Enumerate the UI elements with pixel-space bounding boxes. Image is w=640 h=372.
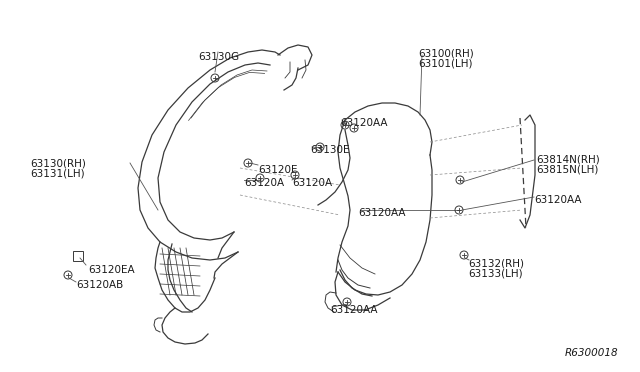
Text: 63130(RH): 63130(RH) <box>30 158 86 168</box>
Text: R6300018: R6300018 <box>565 348 619 358</box>
Bar <box>73 251 83 261</box>
Text: 63120E: 63120E <box>258 165 298 175</box>
Text: 63120EA: 63120EA <box>88 265 134 275</box>
Text: 63120AA: 63120AA <box>340 118 387 128</box>
Text: 63100(RH): 63100(RH) <box>418 48 474 58</box>
Text: 63132(RH): 63132(RH) <box>468 258 524 268</box>
Text: 63120AB: 63120AB <box>76 280 124 290</box>
Text: 63130G: 63130G <box>198 52 239 62</box>
Text: 63101(LH): 63101(LH) <box>418 58 472 68</box>
Text: 63133(LH): 63133(LH) <box>468 268 523 278</box>
Text: 63120AA: 63120AA <box>358 208 406 218</box>
Text: 63814N(RH): 63814N(RH) <box>536 155 600 165</box>
Text: 63120AA: 63120AA <box>534 195 582 205</box>
Text: 63120A: 63120A <box>244 178 284 188</box>
Text: 63120A: 63120A <box>292 178 332 188</box>
Text: 63130E: 63130E <box>310 145 349 155</box>
Text: 63131(LH): 63131(LH) <box>30 168 84 178</box>
Text: 63120AA: 63120AA <box>330 305 378 315</box>
Text: 63815N(LH): 63815N(LH) <box>536 165 598 175</box>
